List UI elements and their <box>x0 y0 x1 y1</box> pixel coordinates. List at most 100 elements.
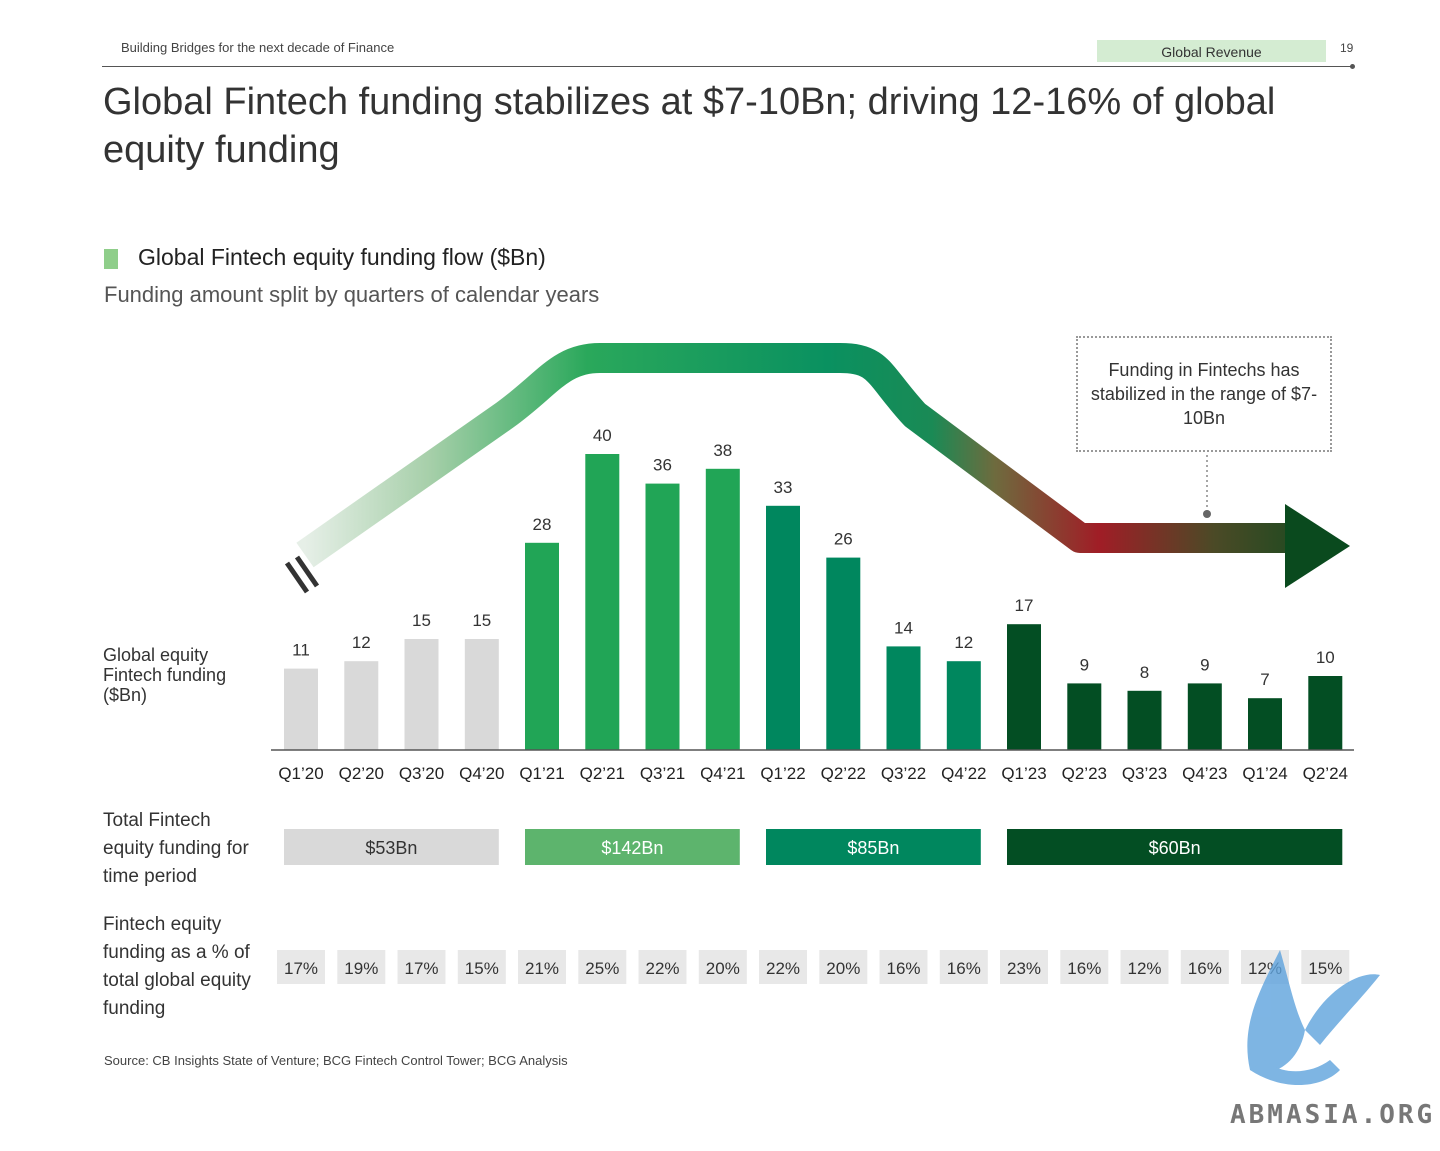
x-tick-label: Q2’20 <box>339 764 384 783</box>
pct-value: 20% <box>706 959 740 978</box>
section-tag: Global Revenue <box>1097 40 1326 62</box>
x-tick-label: Q1’23 <box>1001 764 1046 783</box>
bar-value-label: 40 <box>593 426 612 445</box>
bar-value-label: 15 <box>412 611 431 630</box>
bar-10 <box>826 557 861 750</box>
x-tick-label: Q2’24 <box>1303 764 1348 783</box>
bar-value-label: 12 <box>954 633 973 652</box>
pct-value: 23% <box>1007 959 1041 978</box>
bar-6 <box>585 454 620 750</box>
bar-value-label: 11 <box>292 641 310 660</box>
period-total-label: $53Bn <box>365 838 417 858</box>
pct-cell <box>638 950 687 984</box>
pct-value: 22% <box>645 959 679 978</box>
bar-18 <box>1308 676 1343 750</box>
bar-value-label: 28 <box>533 515 552 534</box>
pct-cell <box>819 950 868 984</box>
x-tick-label: Q2’21 <box>580 764 625 783</box>
bar-value-label: 12 <box>352 633 371 652</box>
pct-value: 21% <box>525 959 559 978</box>
pct-value: 16% <box>1188 959 1222 978</box>
pct-value: 15% <box>465 959 499 978</box>
annotation-leader-dot <box>1203 510 1211 518</box>
bar-12 <box>946 661 981 750</box>
y-axis-label: Global equity Fintech funding ($Bn) <box>103 645 227 705</box>
pct-value: 25% <box>585 959 619 978</box>
deck-title: Building Bridges for the next decade of … <box>121 40 395 55</box>
bar-value-label: 14 <box>894 618 913 637</box>
header-divider <box>102 66 1354 67</box>
watermark-logo <box>1247 950 1380 1085</box>
x-tick-label: Q3’21 <box>640 764 685 783</box>
period-total-label: $60Bn <box>1149 838 1201 858</box>
bar-value-label: 26 <box>834 530 853 549</box>
trend-break-mark <box>284 561 310 594</box>
bar-15 <box>1127 690 1162 750</box>
x-tick-label: Q3’22 <box>881 764 926 783</box>
pct-cell <box>1000 950 1048 984</box>
pct-cell <box>277 950 325 984</box>
bar-17 <box>1248 698 1282 750</box>
pct-cell <box>1180 950 1229 984</box>
bar-1 <box>284 668 318 750</box>
bar-value-label: 9 <box>1200 655 1209 674</box>
trend-arrow <box>284 343 1350 594</box>
pct-cell <box>879 950 928 984</box>
x-tick-label: Q1’22 <box>760 764 805 783</box>
pct-cell <box>759 950 807 984</box>
x-tick-label: Q2’22 <box>821 764 866 783</box>
pct-value: 19% <box>344 959 378 978</box>
pct-cell <box>698 950 747 984</box>
pct-value: 16% <box>1067 959 1101 978</box>
bar-8 <box>705 468 740 750</box>
bar-value-label: 10 <box>1316 648 1335 667</box>
x-tick-label: Q4’20 <box>459 764 504 783</box>
bars <box>284 454 1343 750</box>
period-total-bar <box>1007 829 1343 865</box>
trend-arrowhead <box>1285 504 1350 588</box>
bar-7 <box>645 483 680 750</box>
pct-cell <box>337 950 386 984</box>
annotation-box: Funding in Fintechs has stabilized in th… <box>1076 336 1332 452</box>
pct-value: 22% <box>766 959 800 978</box>
bar-value-label: 36 <box>653 456 672 475</box>
pct-value: 16% <box>947 959 981 978</box>
pct-cell <box>1060 950 1109 984</box>
x-tick-label: Q4’21 <box>700 764 745 783</box>
chart-legend-swatch <box>104 249 118 269</box>
pct-cell <box>397 950 446 984</box>
page-number: 19 <box>1340 41 1354 55</box>
x-tick-label: Q3’20 <box>399 764 444 783</box>
source-note: Source: CB Insights State of Venture; BC… <box>104 1053 568 1068</box>
pct-cell <box>1301 950 1350 984</box>
page-title: Global Fintech funding stabilizes at $7-… <box>103 81 1276 171</box>
pct-value: 17% <box>404 959 438 978</box>
pct-value: 17% <box>284 959 318 978</box>
bar-2 <box>344 661 379 750</box>
bar-value-label: 9 <box>1080 655 1089 674</box>
watermark-text: ABMASIA.ORG <box>1230 1100 1436 1130</box>
pct-row-label: Fintech equity funding as a % of total g… <box>103 914 251 1019</box>
period-total-bar <box>525 829 740 865</box>
total-row-label: Total Fintech equity funding for time pe… <box>103 810 249 887</box>
bar-value-label: 33 <box>774 478 793 497</box>
bar-14 <box>1067 683 1102 750</box>
bar-11 <box>886 646 921 750</box>
pct-cell <box>457 950 506 984</box>
pct-value: 16% <box>886 959 920 978</box>
x-tick-label: Q1’24 <box>1242 764 1287 783</box>
pct-value: 15% <box>1308 959 1342 978</box>
bar-value-label: 38 <box>713 441 732 460</box>
x-tick-label: Q4’23 <box>1182 764 1227 783</box>
pct-cell <box>578 950 627 984</box>
bar-9 <box>766 505 800 750</box>
bar-3 <box>404 639 439 750</box>
header-divider-dot <box>1350 64 1355 69</box>
pct-value: 12% <box>1127 959 1161 978</box>
period-total-label: $142Bn <box>601 838 663 858</box>
bar-value-label: 8 <box>1140 663 1149 682</box>
trend-break-mark <box>294 555 320 588</box>
pct-cell <box>518 950 566 984</box>
bar-value-label: 7 <box>1260 670 1269 689</box>
